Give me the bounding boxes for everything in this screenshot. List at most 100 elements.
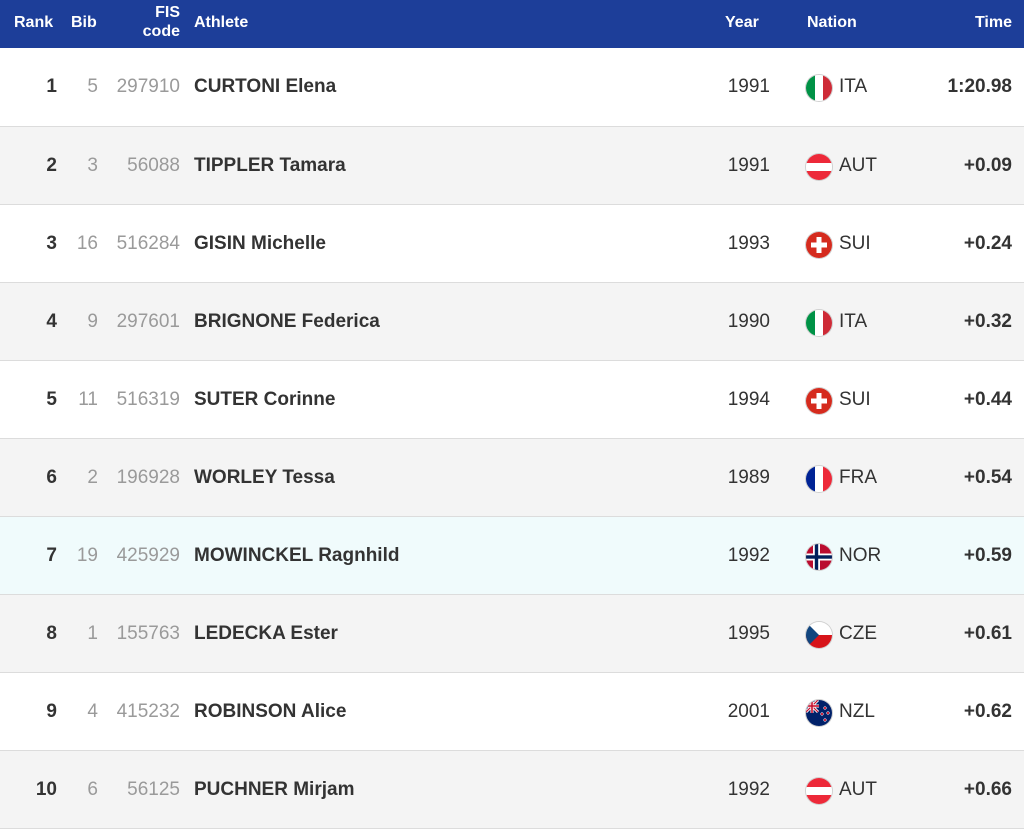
bib-cell: 6 — [87, 779, 98, 800]
bib-cell: 19 — [76, 545, 98, 566]
athlete-name-link[interactable]: ROBINSON Alice — [194, 701, 347, 722]
bib-cell: 2 — [87, 467, 98, 488]
nation-code: SUI — [839, 389, 871, 410]
bib-cell: 16 — [76, 233, 98, 254]
birth-year-cell: 1994 — [727, 389, 770, 410]
time-cell: +0.32 — [963, 311, 1012, 332]
table-row[interactable]: 6 2 196928 WORLEY Tessa 1989 FRA +0.54 — [0, 439, 1024, 517]
birth-year-cell: 1989 — [727, 467, 770, 488]
athlete-name-link[interactable]: GISIN Michelle — [194, 233, 326, 254]
birth-year-cell: 1993 — [727, 233, 770, 254]
new-zealand-flag-icon — [806, 700, 832, 726]
rank-cell: 3 — [46, 233, 57, 254]
rank-cell: 5 — [46, 389, 57, 410]
athlete-name-link[interactable]: LEDECKA Ester — [194, 623, 338, 644]
time-cell: +0.24 — [963, 233, 1012, 254]
nation-code: AUT — [839, 155, 877, 176]
bib-cell: 1 — [87, 623, 98, 644]
birth-year-cell: 1990 — [727, 311, 770, 332]
table-row[interactable]: 7 19 425929 MOWINCKEL Ragnhild 1992 NOR +0.59 — [0, 517, 1024, 595]
athlete-name-link[interactable]: BRIGNONE Federica — [194, 311, 380, 332]
header-fis-code[interactable]: FIS code — [120, 3, 180, 41]
header-nation[interactable]: Nation — [807, 14, 857, 31]
fis-code-cell: 196928 — [116, 467, 180, 488]
athlete-name-link[interactable]: WORLEY Tessa — [194, 467, 335, 488]
italy-flag-icon — [806, 75, 832, 101]
switzerland-flag-icon — [806, 232, 832, 258]
birth-year-cell: 1992 — [727, 545, 770, 566]
bib-cell: 11 — [78, 389, 98, 410]
fis-code-cell: 415232 — [116, 701, 180, 722]
header-time[interactable]: Time — [974, 14, 1012, 31]
switzerland-flag-icon — [806, 388, 832, 414]
table-header: Rank Bib FIS code Athlete Year Nation Ti… — [0, 0, 1024, 48]
time-cell: +0.54 — [963, 467, 1012, 488]
table-row[interactable]: 8 1 155763 LEDECKA Ester 1995 CZE +0.61 — [0, 595, 1024, 673]
rank-cell: 2 — [46, 155, 57, 176]
bib-cell: 9 — [87, 311, 98, 332]
bib-cell: 4 — [87, 701, 98, 722]
norway-flag-icon — [806, 544, 832, 570]
fis-code-cell: 297910 — [116, 76, 180, 97]
rank-cell: 1 — [46, 76, 57, 97]
birth-year-cell: 1995 — [727, 623, 770, 644]
time-cell: 1:20.98 — [947, 76, 1012, 97]
bib-cell: 3 — [87, 155, 98, 176]
time-cell: +0.44 — [963, 389, 1012, 410]
fis-code-cell: 425929 — [116, 545, 180, 566]
birth-year-cell: 1991 — [727, 155, 770, 176]
nation-code: AUT — [839, 779, 877, 800]
birth-year-cell: 1992 — [727, 779, 770, 800]
fis-code-cell: 297601 — [116, 311, 180, 332]
nation-code: SUI — [839, 233, 871, 254]
header-fis-line1: FIS — [155, 4, 180, 21]
athlete-name-link[interactable]: MOWINCKEL Ragnhild — [194, 545, 400, 566]
header-year[interactable]: Year — [725, 14, 759, 31]
athlete-name-link[interactable]: CURTONI Elena — [194, 76, 337, 97]
rank-cell: 9 — [46, 701, 57, 722]
header-rank[interactable]: Rank — [14, 14, 54, 31]
table-row[interactable]: 1 5 297910 CURTONI Elena 1991 ITA 1:20.98 — [0, 48, 1024, 127]
italy-flag-icon — [806, 310, 832, 336]
rank-cell: 4 — [46, 311, 57, 332]
header-bib[interactable]: Bib — [71, 14, 97, 31]
athlete-name-link[interactable]: PUCHNER Mirjam — [194, 779, 355, 800]
czech-flag-icon — [806, 622, 832, 648]
time-cell: +0.61 — [963, 623, 1012, 644]
results-rows: 1 5 297910 CURTONI Elena 1991 ITA 1:20.98 2 3 560… — [0, 48, 1024, 829]
header-athlete[interactable]: Athlete — [194, 14, 249, 31]
table-row[interactable]: 9 4 415232 ROBINSON Alice 2001 NZL +0.62 — [0, 673, 1024, 751]
table-row[interactable]: 4 9 297601 BRIGNONE Federica 1990 ITA +0.32 — [0, 283, 1024, 361]
nation-code: ITA — [839, 311, 868, 332]
fis-code-cell: 516284 — [116, 233, 180, 254]
athlete-name-link[interactable]: TIPPLER Tamara — [194, 155, 346, 176]
nation-code: ITA — [839, 76, 868, 97]
rank-cell: 8 — [46, 623, 57, 644]
fis-code-cell: 155763 — [116, 623, 180, 644]
rank-cell: 7 — [46, 545, 57, 566]
athlete-name-link[interactable]: SUTER Corinne — [194, 389, 336, 410]
rank-cell: 6 — [46, 467, 57, 488]
table-row[interactable]: 2 3 56088 TIPPLER Tamara 1991 AUT +0.09 — [0, 127, 1024, 205]
birth-year-cell: 2001 — [727, 701, 770, 722]
fis-code-cell: 56125 — [127, 779, 180, 800]
nation-code: CZE — [839, 623, 877, 644]
nation-code: FRA — [839, 467, 877, 488]
time-cell: +0.62 — [963, 701, 1012, 722]
time-cell: +0.09 — [963, 155, 1012, 176]
france-flag-icon — [806, 466, 832, 492]
bib-cell: 5 — [87, 76, 98, 97]
nation-code: NOR — [839, 545, 882, 566]
time-cell: +0.59 — [963, 545, 1012, 566]
birth-year-cell: 1991 — [727, 76, 770, 97]
header-fis-line2: code — [142, 23, 180, 40]
table-row[interactable]: 10 6 56125 PUCHNER Mirjam 1992 AUT +0.66 — [0, 751, 1024, 829]
fis-code-cell: 516319 — [116, 389, 180, 410]
rank-cell: 10 — [35, 779, 57, 800]
time-cell: +0.66 — [963, 779, 1012, 800]
austria-flag-icon — [806, 778, 832, 804]
table-row[interactable]: 3 16 516284 GISIN Michelle 1993 SUI +0.24 — [0, 205, 1024, 283]
table-row[interactable]: 5 11 516319 SUTER Corinne 1994 SUI +0.44 — [0, 361, 1024, 439]
austria-flag-icon — [806, 154, 832, 180]
